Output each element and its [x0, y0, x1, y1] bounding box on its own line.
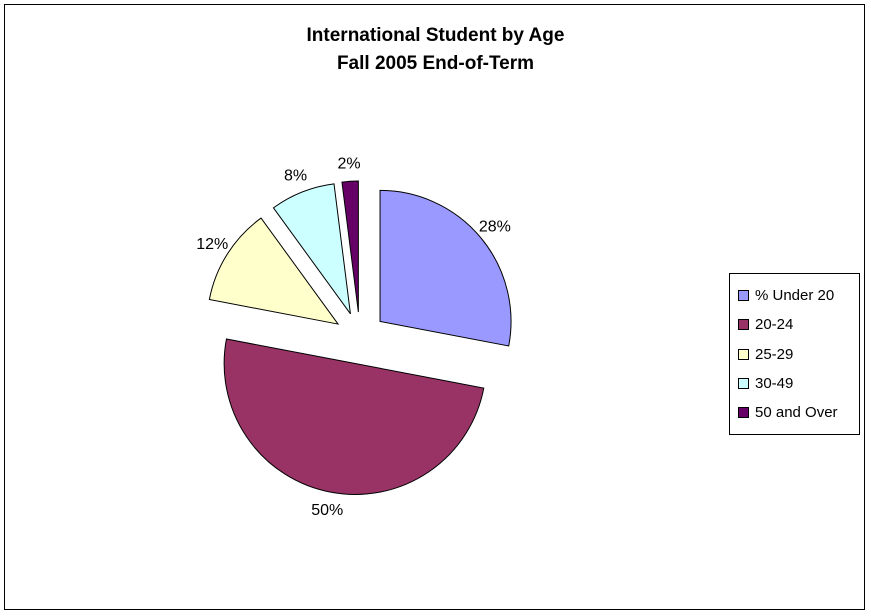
pie-slice: [379, 189, 512, 347]
pie-slices: [208, 180, 512, 495]
pie-slice: [208, 217, 340, 325]
legend-label: 25-29: [755, 345, 794, 363]
legend-item: % Under 20: [738, 285, 834, 305]
legend-item: 20-24: [738, 314, 793, 334]
legend-item: 25-29: [738, 344, 793, 364]
legend-item: 50 and Over: [738, 402, 838, 422]
legend-swatch: [738, 289, 749, 301]
data-label: 2%: [337, 155, 360, 172]
pie-slice: [341, 180, 359, 313]
legend-label: 30-49: [755, 374, 794, 392]
data-label: 28%: [479, 218, 511, 235]
chart-title-block: International Student by Age Fall 2005 E…: [0, 22, 871, 78]
data-label: 50%: [311, 502, 343, 519]
pie-slice: [272, 183, 351, 315]
legend-swatch: [738, 348, 749, 360]
legend-label: % Under 20: [755, 286, 835, 304]
legend-label: 20-24: [755, 315, 794, 333]
pie-labels: 28% 50% 12% 8% 2%: [196, 155, 511, 519]
legend-swatch: [738, 377, 749, 389]
legend-item: 30-49: [738, 373, 793, 393]
legend: % Under 20 20-24 25-29 30-49 50 and Over: [729, 273, 860, 435]
legend-label: 50 and Over: [755, 403, 838, 421]
pie-slice: [223, 338, 485, 495]
data-label: 8%: [284, 167, 307, 184]
data-label: 12%: [196, 236, 228, 253]
legend-swatch: [738, 318, 749, 330]
chart-title: International Student by Age: [306, 25, 565, 46]
legend-swatch: [738, 406, 749, 418]
chart-subtitle: Fall 2005 End-of-Term: [336, 53, 535, 74]
